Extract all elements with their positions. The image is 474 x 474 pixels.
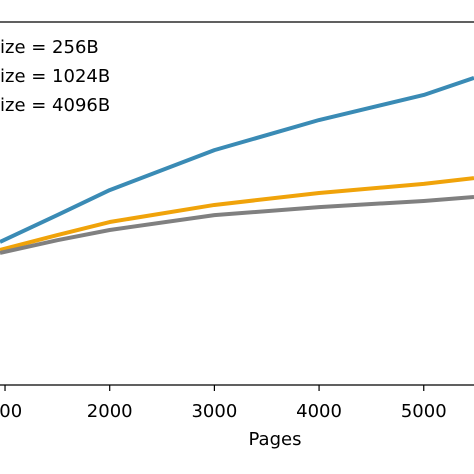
legend-label: ize = 4096B	[0, 95, 110, 116]
x-tick-label: 4000	[296, 401, 342, 422]
series-line	[0, 76, 474, 244]
x-tick-label: 3000	[191, 401, 237, 422]
legend-label: ize = 1024B	[0, 66, 110, 87]
x-tick-label: 5000	[401, 401, 447, 422]
x-tick-label: 2000	[87, 401, 133, 422]
series-line	[0, 194, 474, 255]
x-axis-label: Pages	[249, 429, 302, 450]
series-line	[0, 176, 474, 252]
x-tick-label: 000	[0, 401, 22, 422]
legend-label: ize = 256B	[0, 37, 99, 58]
